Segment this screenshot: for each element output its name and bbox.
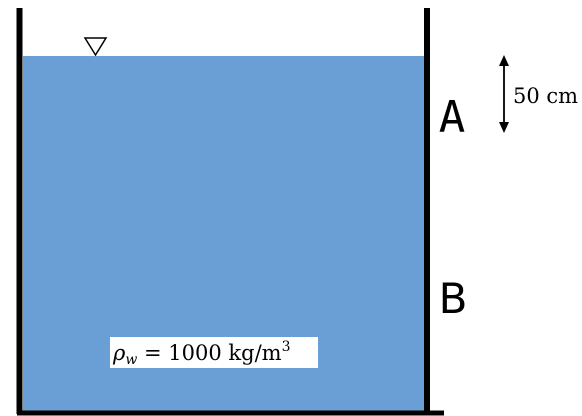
- density-subscript: w: [125, 352, 137, 368]
- density-label: ρw = 1000 kg/m3: [112, 339, 291, 368]
- point-b-label: B: [439, 274, 468, 323]
- density-symbol: ρ: [112, 341, 126, 365]
- inverted-triangle-icon: [83, 37, 108, 57]
- dimension-arrow-icon: [499, 55, 509, 133]
- density-superscript: 3: [282, 339, 291, 355]
- free-surface-icon: [83, 37, 108, 57]
- density-label-box: [110, 337, 318, 368]
- density-value: = 1000 kg/m: [137, 341, 281, 365]
- dimension-label: 50 cm: [513, 84, 578, 108]
- point-a-label: A: [439, 92, 466, 143]
